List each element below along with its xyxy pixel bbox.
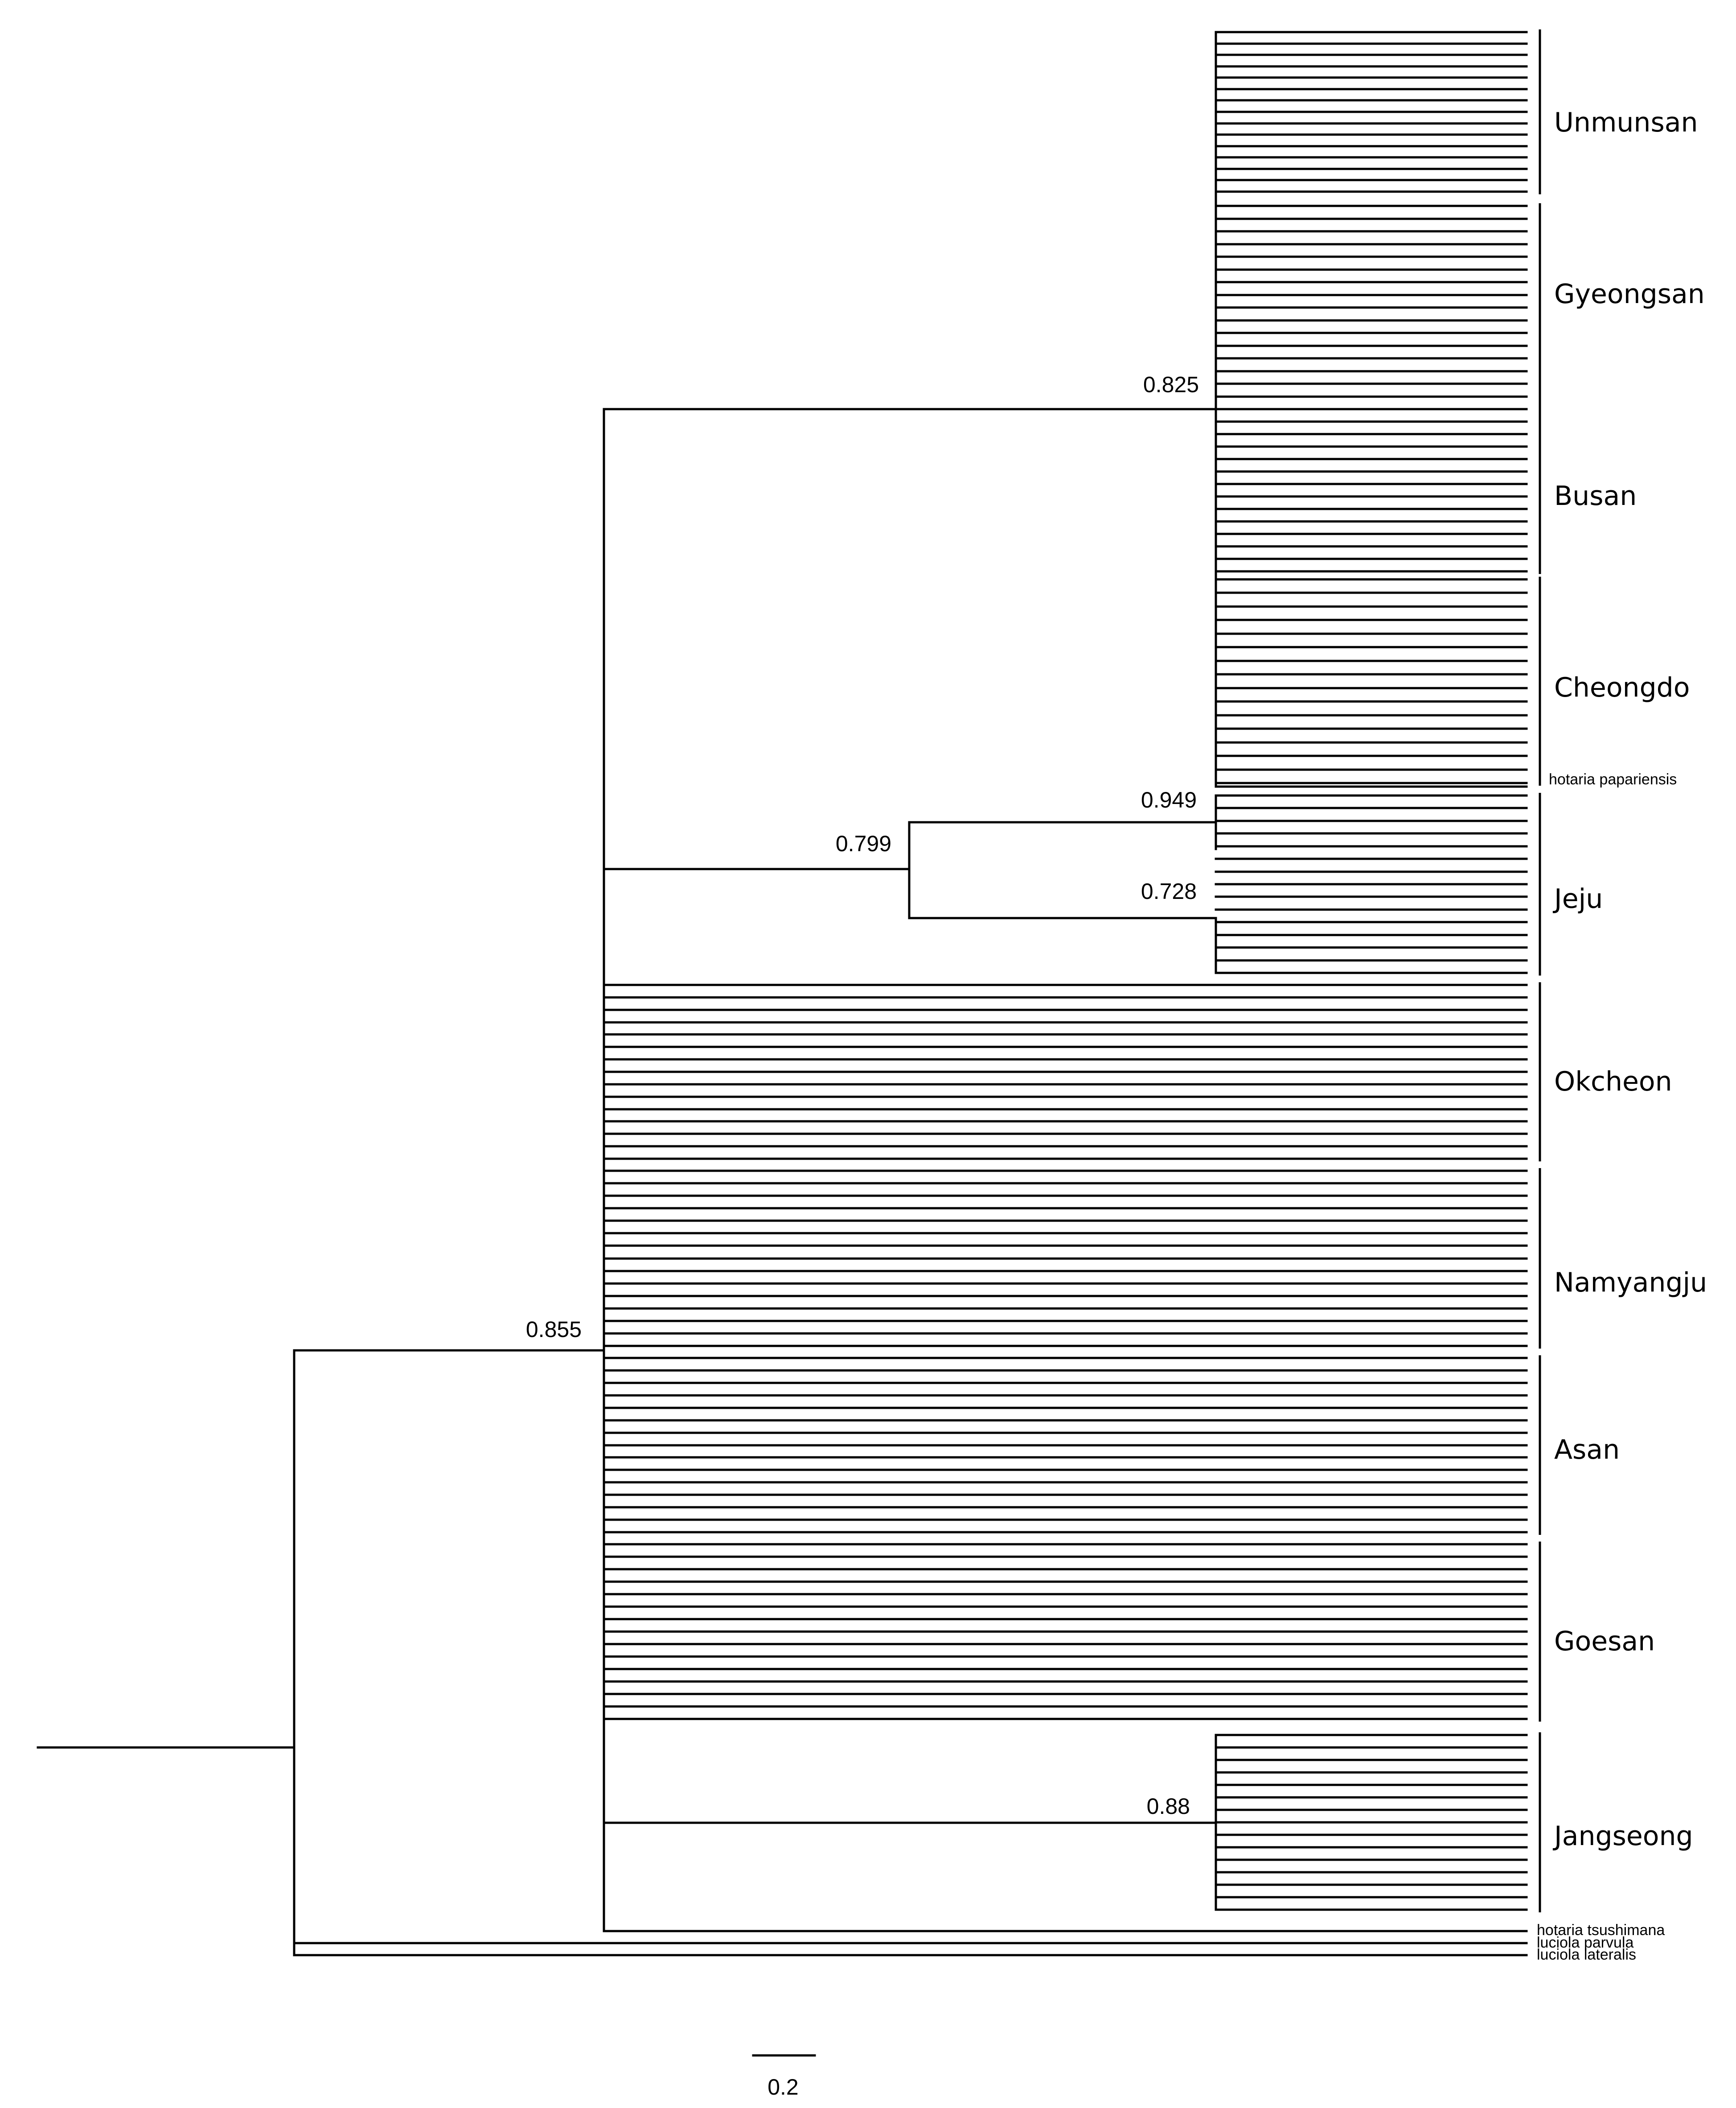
group-label-jeju: Jeju	[1552, 883, 1603, 915]
group-label-unmunsan: Unmunsan	[1554, 107, 1698, 138]
tip-label-papariensis: hotaria papariensis	[1549, 771, 1677, 788]
group-label-goesan: Goesan	[1554, 1626, 1655, 1657]
support-value-0728: 0.728	[1141, 879, 1197, 904]
tip-label-tsushimana: hotaria tsushimana	[1537, 1922, 1665, 1939]
support-value-0825: 0.825	[1143, 372, 1199, 397]
group-label-namyangju: Namyangju	[1554, 1267, 1707, 1298]
support-value-088: 0.88	[1147, 1794, 1190, 1819]
group-label-asan: Asan	[1554, 1434, 1620, 1465]
support-value-0855: 0.855	[526, 1317, 582, 1342]
group-label-busan: Busan	[1554, 480, 1637, 512]
tip-label-parvula: luciola parvula	[1537, 1934, 1633, 1951]
tip-branches	[293, 31, 1528, 1956]
group-label-jangseong: Jangseong	[1552, 1821, 1693, 1852]
support-value-0799: 0.799	[836, 831, 891, 856]
support-value-0949: 0.949	[1141, 787, 1197, 812]
scale-bar-label: 0.2	[767, 2075, 799, 2100]
group-label-cheongdo: Cheongdo	[1554, 672, 1690, 703]
tree-branches	[37, 31, 1217, 1956]
group-label-gyeongsan: Gyeongsan	[1554, 279, 1705, 310]
group-label-okcheon: Okcheon	[1554, 1066, 1672, 1097]
tip-label-lateralis: luciola lateralis	[1537, 1946, 1636, 1963]
